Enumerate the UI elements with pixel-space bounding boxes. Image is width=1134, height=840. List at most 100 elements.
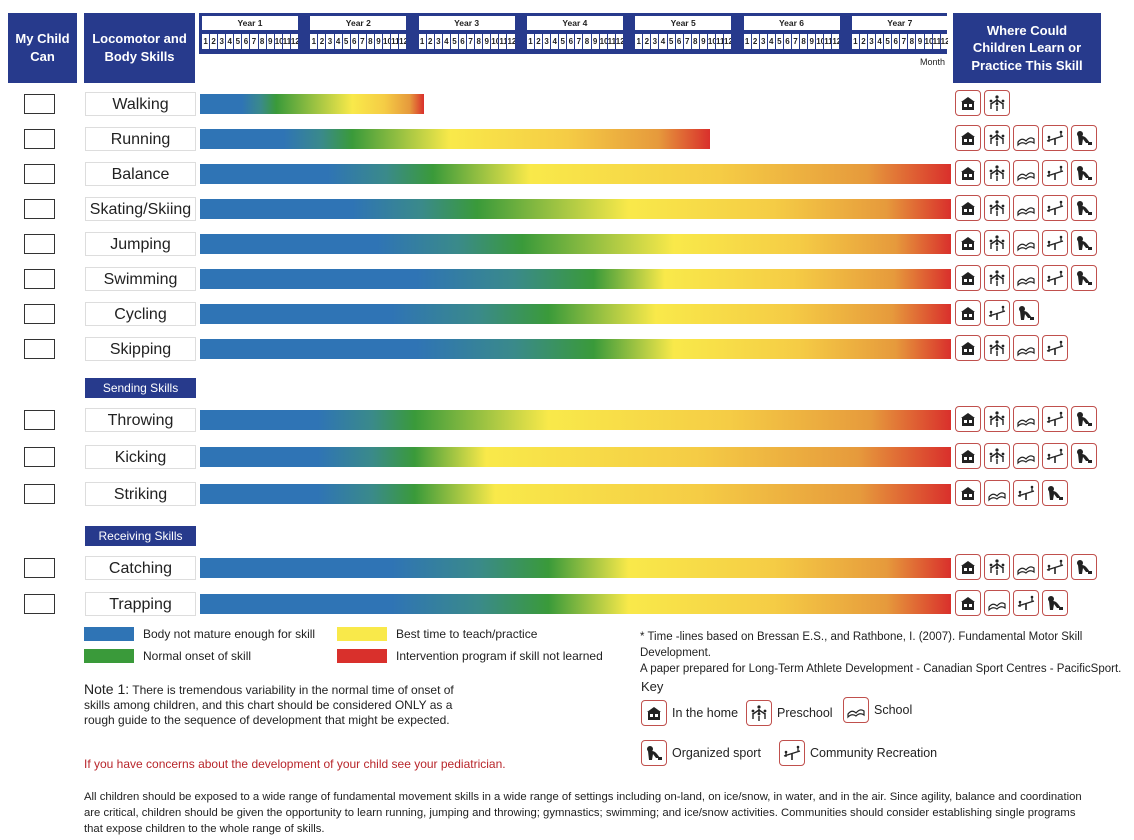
month-tick: 5 <box>667 34 675 49</box>
place-icons <box>955 443 1097 469</box>
home-icon <box>955 265 981 291</box>
month-tick: 2 <box>318 34 326 49</box>
month-tick: 11 <box>282 34 290 49</box>
school-icon <box>1013 195 1039 221</box>
skill-checkbox[interactable] <box>24 339 55 359</box>
key-label: Organized sport <box>672 746 761 760</box>
skill-checkbox[interactable] <box>24 594 55 614</box>
month-tick: 4 <box>334 34 342 49</box>
preschool-icon <box>984 554 1010 580</box>
skill-checkbox[interactable] <box>24 234 55 254</box>
skill-checkbox[interactable] <box>24 304 55 324</box>
community-icon <box>1042 335 1068 361</box>
skill-timeline-bar <box>200 94 424 114</box>
skill-timeline-bar <box>200 558 951 578</box>
skill-label: Balance <box>85 162 196 186</box>
month-tick: 5 <box>450 34 458 49</box>
month-ticks: 1 2 3 4 5 6 7 8 9 10 11 12 <box>743 34 840 49</box>
month-tick: 11 <box>824 34 832 49</box>
skill-label: Throwing <box>85 408 196 432</box>
month-tick: 9 <box>808 34 816 49</box>
month-tick: 10 <box>816 34 824 49</box>
skill-checkbox[interactable] <box>24 269 55 289</box>
skill-label: Kicking <box>85 445 196 469</box>
place-icons <box>955 195 1097 221</box>
skill-timeline-bar <box>200 234 951 254</box>
note: Note 1: There is tremendous variability … <box>84 682 464 728</box>
legend-swatch <box>337 649 387 663</box>
sport-icon <box>1071 230 1097 256</box>
skill-timeline-bar <box>200 410 951 430</box>
skill-label: Skipping <box>85 337 196 361</box>
month-ticks: 1 2 3 4 5 6 7 8 9 10 11 12 <box>526 34 623 49</box>
skill-timeline-bar <box>200 269 951 289</box>
month-tick: 12 <box>507 34 515 49</box>
month-tick: 8 <box>258 34 266 49</box>
section-header: Receiving Skills <box>85 526 196 546</box>
month-tick: 7 <box>358 34 366 49</box>
skill-checkbox[interactable] <box>24 484 55 504</box>
school-icon <box>1013 160 1039 186</box>
month-tick: 6 <box>242 34 250 49</box>
timeline-header: Year 1 1 2 3 4 5 6 7 8 9 10 11 12 Year 2 1 2 3 4 5 6 7 8 9 10 11… <box>199 13 948 54</box>
month-tick: 10 <box>599 34 607 49</box>
legend-item: Intervention program if skill not learne… <box>337 649 603 663</box>
month-tick: 12 <box>290 34 298 49</box>
month-tick: 4 <box>876 34 884 49</box>
skill-timeline-bar <box>200 484 951 504</box>
place-icons <box>955 554 1097 580</box>
sport-icon <box>1071 125 1097 151</box>
month-tick: 11 <box>499 34 507 49</box>
legend-swatch <box>84 627 134 641</box>
key-label: In the home <box>672 706 739 720</box>
month-tick: 10 <box>707 34 715 49</box>
skill-label: Striking <box>85 482 196 506</box>
month-tick: 2 <box>859 34 867 49</box>
skill-checkbox[interactable] <box>24 199 55 219</box>
preschool-icon <box>984 125 1010 151</box>
place-icons <box>955 265 1097 291</box>
key-item-sport: Organized sport <box>641 740 761 766</box>
month-label: Month <box>920 57 946 67</box>
community-icon <box>1042 230 1068 256</box>
skill-checkbox[interactable] <box>24 447 55 467</box>
month-tick: 3 <box>759 34 767 49</box>
preschool-icon <box>984 90 1010 116</box>
legend-label: Body not mature enough for skill <box>143 627 316 641</box>
month-tick: 2 <box>534 34 543 49</box>
community-icon <box>779 740 805 766</box>
community-icon <box>984 300 1010 326</box>
skill-checkbox[interactable] <box>24 558 55 578</box>
skill-label: Skating/Skiing <box>85 197 196 221</box>
sport-icon <box>641 740 667 766</box>
skill-checkbox[interactable] <box>24 164 55 184</box>
month-tick: 7 <box>575 34 583 49</box>
school-icon <box>984 590 1010 616</box>
community-icon <box>1013 480 1039 506</box>
month-ticks: 1 2 3 4 5 6 7 8 9 10 11 12 <box>310 34 407 49</box>
legend-swatch <box>337 627 387 641</box>
place-icons <box>955 300 1039 326</box>
where-header: Where Could Children Learn or Practice T… <box>953 13 1101 83</box>
month-tick: 4 <box>226 34 234 49</box>
skills-header: Locomotor and Body Skills <box>84 13 195 83</box>
school-icon <box>1013 554 1039 580</box>
community-icon <box>1042 265 1068 291</box>
skill-checkbox[interactable] <box>24 410 55 430</box>
preschool-icon <box>984 230 1010 256</box>
home-icon <box>955 90 981 116</box>
legend-item: Best time to teach/practice <box>337 627 537 641</box>
month-ticks: 1 2 3 4 5 6 7 8 9 10 11 12 <box>202 34 298 49</box>
month-tick: 3 <box>326 34 334 49</box>
school-icon <box>843 697 869 723</box>
section-header: Sending Skills <box>85 378 196 398</box>
year-label: Year 4 <box>526 16 623 30</box>
home-icon <box>955 480 981 506</box>
month-tick: 7 <box>467 34 475 49</box>
concern-text: If you have concerns about the developme… <box>84 757 506 771</box>
month-tick: 8 <box>908 34 916 49</box>
skill-checkbox[interactable] <box>24 129 55 149</box>
preschool-icon <box>746 700 772 726</box>
school-icon <box>1013 265 1039 291</box>
skill-checkbox[interactable] <box>24 94 55 114</box>
